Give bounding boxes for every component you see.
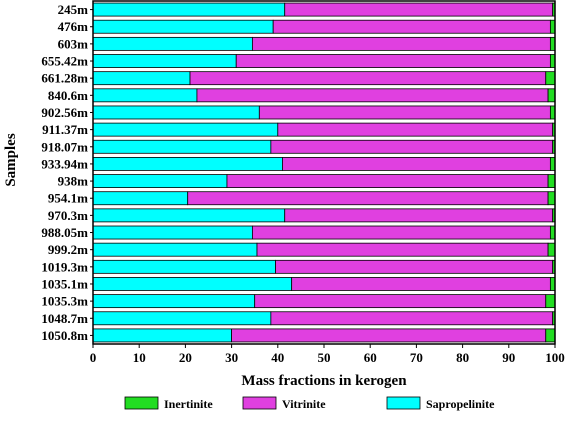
legend-label-inertinite: Inertinite (164, 397, 213, 411)
bar-sapropelinite-918-07m (92, 139, 272, 154)
category-label-999-2m: 999.2m (48, 242, 88, 257)
x-tick-label-100: 100 (545, 350, 565, 365)
legend-swatch-sapropelinite (386, 396, 421, 410)
category-label-476m: 476m (58, 19, 89, 34)
bar-sapropelinite-911-37m (92, 122, 279, 137)
category-label-988-05m: 988.05m (41, 225, 88, 240)
x-tick-label-50: 50 (318, 350, 331, 365)
bar-vitrinite-655-42m (235, 54, 551, 68)
bar-sapropelinite-245m (92, 2, 286, 17)
category-label-1035-3m: 1035.3m (41, 294, 88, 309)
bar-sapropelinite-988-05m (92, 225, 253, 240)
bar-vitrinite-970-3m (284, 208, 554, 223)
bar-sapropelinite-655-42m (92, 54, 237, 68)
bar-sapropelinite-933-94m (92, 157, 283, 171)
legend-swatch-inertinite (124, 396, 159, 410)
legend-label-sapropelinite: Sapropelinite (426, 397, 495, 411)
category-label-245m: 245m (58, 2, 89, 17)
category-label-1050-8m: 1050.8m (41, 328, 88, 343)
category-labels: 245m 476m 603m 655.42m 661.28m 840.6m 902.56m 9… (41, 2, 93, 343)
category-label-954-1m: 954.1m (48, 191, 88, 206)
bar-vitrinite-999-2m (256, 242, 549, 257)
category-label-1019-3m: 1019.3m (41, 259, 88, 274)
x-tick-label-10: 10 (133, 350, 146, 365)
x-tick-label-0: 0 (90, 350, 97, 365)
bar-vitrinite-1048-7m (270, 311, 554, 326)
bar-sapropelinite-1050-8m (92, 328, 233, 343)
x-tick-label-90: 90 (502, 350, 515, 365)
bar-sapropelinite-603m (92, 36, 253, 51)
bar-vitrinite-988-05m (251, 225, 551, 240)
bar-vitrinite-954-1m (187, 191, 549, 206)
bar-vitrinite-840-6m (196, 88, 549, 103)
bar-vitrinite-1035-3m (254, 294, 547, 309)
bar-sapropelinite-476m (92, 19, 274, 34)
x-axis-title: Mass fractions in kerogen (241, 373, 407, 389)
bar-vitrinite-476m (272, 19, 551, 34)
category-label-970-3m: 970.3m (48, 208, 88, 223)
x-tick-label-40: 40 (271, 350, 284, 365)
bar-inertinite-938m (547, 174, 556, 188)
bar-sapropelinite-938m (92, 174, 228, 188)
x-tick-label-60: 60 (364, 350, 377, 365)
bar-sapropelinite-1035-3m (92, 294, 256, 309)
category-label-661-28m: 661.28m (41, 71, 88, 86)
bar-vitrinite-661-28m (189, 71, 547, 86)
category-label-911-37m: 911.37m (42, 122, 88, 137)
bar-sapropelinite-902-56m (92, 105, 260, 120)
bar-vitrinite-245m (284, 2, 554, 17)
x-tick-label-20: 20 (179, 350, 192, 365)
bar-vitrinite-918-07m (270, 139, 554, 154)
bar-sapropelinite-661-28m (92, 71, 191, 86)
bar-sapropelinite-1048-7m (92, 311, 272, 326)
category-label-918-07m: 918.07m (41, 139, 88, 154)
bar-inertinite-999-2m (547, 242, 556, 257)
category-label-603m: 603m (58, 36, 89, 51)
bar-vitrinite-902-56m (258, 105, 551, 120)
bar-vitrinite-1019-3m (275, 259, 554, 274)
bar-sapropelinite-954-1m (92, 191, 189, 206)
bar-sapropelinite-1019-3m (92, 259, 276, 274)
category-label-840-6m: 840.6m (48, 88, 88, 103)
category-label-933-94m: 933.94m (41, 156, 88, 171)
bar-vitrinite-938m (226, 174, 549, 188)
legend: Inertinite Vitrinite Sapropelinite (124, 396, 495, 411)
bar-sapropelinite-999-2m (92, 242, 258, 257)
legend-label-vitrinite: Vitrinite (282, 397, 326, 411)
category-label-1048-7m: 1048.7m (41, 311, 88, 326)
bar-vitrinite-1035-1m (291, 277, 551, 291)
bar-vitrinite-1050-8m (231, 328, 547, 343)
x-axis: 0 10 20 30 40 50 60 70 80 90 100 (90, 344, 565, 365)
bar-sapropelinite-840-6m (92, 88, 198, 103)
bar-inertinite-1035-3m (545, 294, 556, 309)
x-tick-label-80: 80 (456, 350, 469, 365)
bar-inertinite-1050-8m (545, 328, 556, 343)
bar-vitrinite-933-94m (282, 157, 551, 171)
bar-vitrinite-911-37m (277, 122, 554, 137)
y-axis-title: Samples (3, 133, 19, 187)
category-label-938m: 938m (58, 174, 89, 189)
bar-sapropelinite-970-3m (92, 208, 286, 223)
category-label-902-56m: 902.56m (41, 105, 88, 120)
bars-group (92, 2, 556, 343)
bar-inertinite-661-28m (545, 71, 556, 86)
plot-frame (92, 0, 556, 345)
x-tick-label-30: 30 (225, 350, 238, 365)
x-tick-label-70: 70 (410, 350, 423, 365)
legend-swatch-vitrinite (242, 396, 277, 410)
category-label-655-42m: 655.42m (41, 54, 88, 69)
category-label-1035-1m: 1035.1m (41, 276, 88, 291)
bar-inertinite-954-1m (547, 191, 556, 206)
bar-sapropelinite-1035-1m (92, 277, 293, 291)
bar-inertinite-840-6m (547, 88, 556, 103)
bar-vitrinite-603m (251, 36, 551, 51)
